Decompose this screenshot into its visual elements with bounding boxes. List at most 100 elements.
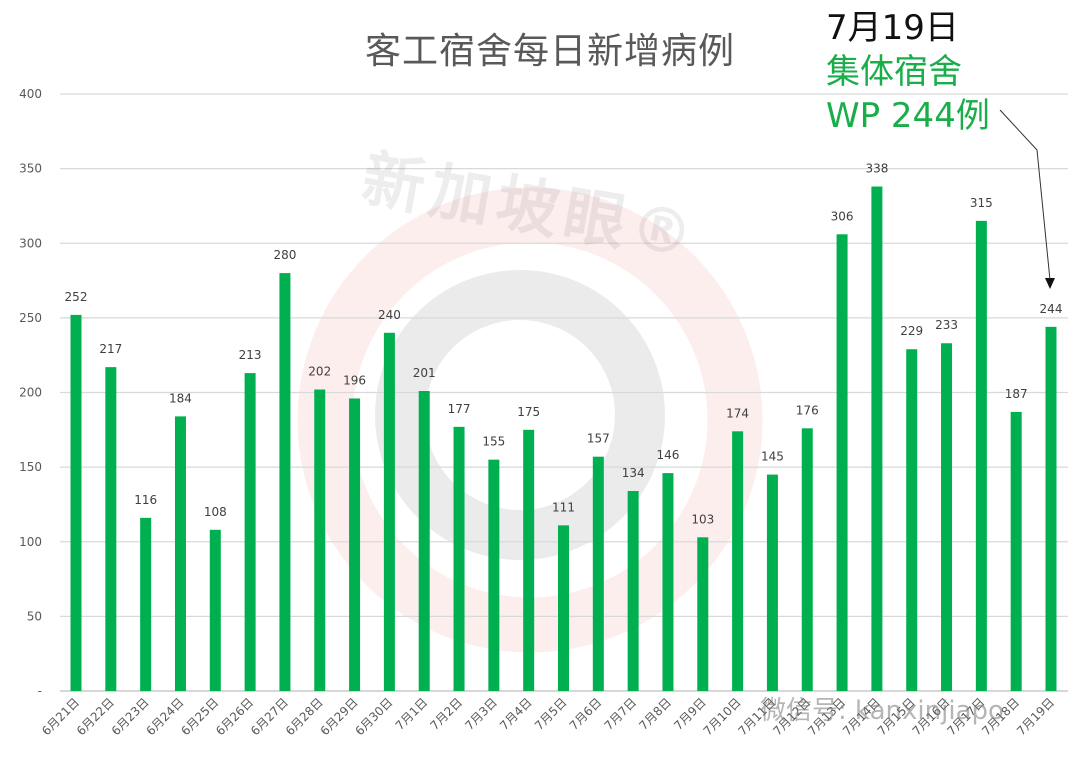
bar	[279, 273, 291, 691]
bar	[1010, 411, 1022, 691]
bar	[244, 373, 256, 691]
x-tick-label: 7月4日	[497, 695, 535, 733]
chart-title: 客工宿舍每日新增病例	[364, 31, 735, 72]
bar	[766, 474, 778, 691]
x-tick-label: 6月28日	[283, 695, 326, 738]
data-label: 202	[308, 365, 331, 379]
bar	[697, 537, 709, 691]
data-label: 174	[726, 406, 749, 420]
arrowhead-icon	[1045, 278, 1055, 289]
y-tick-label: 300	[19, 236, 42, 250]
data-label: 116	[134, 493, 157, 507]
y-axis: - 50 100 150 200 250 300 350 400	[19, 87, 42, 698]
data-label: 187	[1005, 387, 1028, 401]
data-label: 252	[65, 290, 88, 304]
data-label: 196	[343, 373, 366, 387]
bar	[105, 367, 117, 691]
data-label: 240	[378, 308, 401, 322]
x-tick-label: 6月21日	[39, 695, 82, 738]
x-tick-label: 6月22日	[74, 695, 117, 738]
bar	[70, 314, 82, 691]
x-tick-label: 7月10日	[701, 695, 744, 738]
y-tick-label: 200	[19, 386, 42, 400]
data-label: 315	[970, 196, 993, 210]
data-label: 233	[935, 318, 958, 332]
bar	[662, 473, 674, 691]
bar	[871, 186, 883, 691]
data-label: 306	[831, 209, 854, 223]
bar	[906, 349, 918, 691]
annotation-date: 7月19日	[826, 8, 959, 48]
data-label: 201	[413, 366, 436, 380]
x-tick-label: 7月3日	[462, 695, 500, 733]
x-tick-label: 6月29日	[318, 695, 361, 738]
bars	[70, 186, 1057, 692]
bar	[627, 491, 639, 691]
bar	[1045, 326, 1057, 691]
y-tick-label: 350	[19, 162, 42, 176]
bar	[383, 332, 395, 691]
bar	[592, 456, 604, 691]
y-tick-label: 250	[19, 311, 42, 325]
bar	[209, 529, 221, 691]
bar	[174, 416, 186, 691]
data-label: 134	[622, 466, 645, 480]
data-label: 338	[865, 162, 888, 176]
data-label: 103	[691, 512, 714, 526]
y-tick-label: 50	[27, 609, 42, 623]
y-tick-label: 150	[19, 460, 42, 474]
data-label: 155	[482, 435, 505, 449]
data-label: 145	[761, 450, 784, 464]
x-tick-label: 6月24日	[144, 695, 187, 738]
bar	[453, 426, 465, 691]
x-tick-label: 6月23日	[109, 695, 152, 738]
x-tick-label: 7月7日	[602, 695, 640, 733]
x-tick-label: 7月6日	[567, 695, 605, 733]
data-label: 111	[552, 500, 575, 514]
data-label: 108	[204, 505, 227, 519]
bar	[975, 220, 987, 692]
data-label: 146	[657, 448, 680, 462]
bar	[523, 429, 535, 691]
bar	[418, 391, 430, 691]
data-labels: 252 217 116 184 108 213 280 202 196 240 201 177 155 1…	[65, 162, 1063, 527]
bar	[836, 234, 848, 692]
annotation-arrow	[999, 109, 1055, 289]
bar	[488, 459, 500, 691]
x-tick-label: 7月5日	[532, 695, 570, 733]
annotation: 7月19日 集体宿舍 WP 244例	[826, 6, 990, 138]
bar	[558, 525, 569, 691]
x-tick-label: 7月19日	[1014, 695, 1057, 738]
data-label: 184	[169, 391, 192, 405]
bar	[801, 428, 813, 691]
data-label: 229	[900, 324, 923, 338]
x-tick-label: 6月25日	[178, 695, 221, 738]
bar	[314, 389, 326, 691]
x-tick-label: 6月26日	[213, 695, 256, 738]
bar	[941, 343, 953, 691]
bar	[349, 398, 361, 691]
watermark-wechat: 微信号: kanxinjiapo	[760, 696, 1004, 726]
annotation-category: 集体宿舍	[826, 52, 962, 92]
x-tick-label: 7月8日	[636, 695, 674, 733]
y-tick-label: 100	[19, 535, 42, 549]
bar	[732, 431, 744, 691]
data-label: 280	[273, 248, 296, 262]
x-tick-label: 6月27日	[248, 695, 291, 738]
data-label: 157	[587, 432, 610, 446]
data-label: 217	[99, 342, 122, 356]
y-tick-label: 400	[19, 87, 42, 101]
data-label: 175	[517, 405, 540, 419]
x-tick-label: 7月1日	[393, 695, 431, 733]
data-label: 244	[1040, 302, 1063, 316]
bar	[140, 517, 152, 691]
data-label: 213	[239, 348, 262, 362]
x-tick-label: 7月2日	[427, 695, 465, 733]
data-label: 176	[796, 403, 819, 417]
annotation-count: WP 244例	[826, 96, 990, 136]
x-tick-label: 6月30日	[352, 695, 395, 738]
data-label: 177	[448, 402, 471, 416]
y-tick-label: -	[38, 684, 42, 698]
